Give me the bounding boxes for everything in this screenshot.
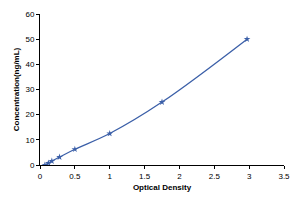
svg-text:Concentration(ng/mL): Concentration(ng/mL)	[12, 47, 21, 131]
svg-text:30: 30	[25, 85, 34, 94]
svg-text:3: 3	[247, 172, 252, 181]
svg-text:10: 10	[25, 136, 34, 145]
svg-text:0: 0	[30, 161, 35, 170]
svg-text:2.5: 2.5	[209, 172, 221, 181]
svg-text:Optical Density: Optical Density	[133, 183, 192, 192]
svg-text:2: 2	[177, 172, 182, 181]
svg-text:40: 40	[25, 60, 34, 69]
svg-text:50: 50	[25, 35, 34, 44]
svg-text:0.5: 0.5	[69, 172, 81, 181]
svg-text:0: 0	[38, 172, 43, 181]
svg-text:1.5: 1.5	[139, 172, 151, 181]
svg-text:20: 20	[25, 110, 34, 119]
svg-text:60: 60	[25, 10, 34, 19]
svg-text:1: 1	[107, 172, 112, 181]
svg-text:3.5: 3.5	[278, 172, 290, 181]
